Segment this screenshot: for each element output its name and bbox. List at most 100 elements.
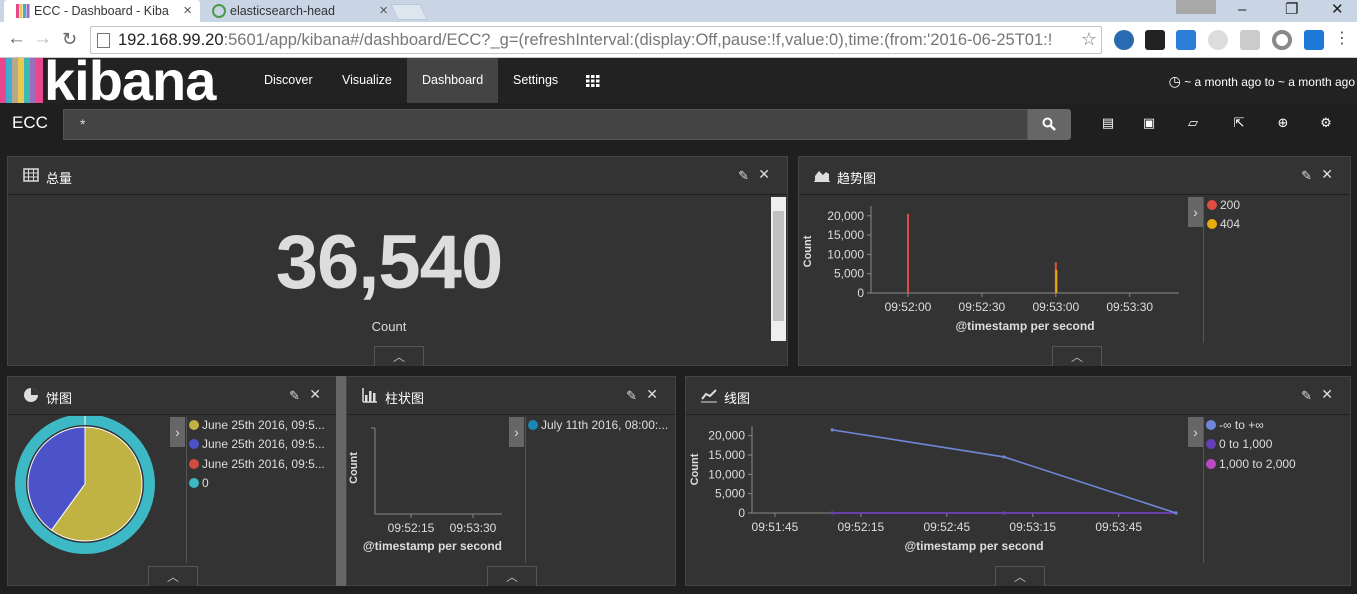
trend-legend: 200 404 (1207, 195, 1347, 234)
legend-item[interactable]: July 11th 2016, 08:00:... (528, 415, 673, 435)
scrollbar[interactable] (771, 197, 786, 341)
edit-pencil-icon[interactable]: ✎ (626, 388, 637, 403)
legend-label: 1,000 to 2,000 (1219, 456, 1296, 471)
x-tick-label: 09:51:45 (752, 520, 799, 534)
search-button[interactable] (1028, 109, 1071, 140)
save-icon[interactable]: ▣ (1142, 115, 1156, 130)
legend-item[interactable]: 200 (1207, 195, 1347, 215)
extension-mask-icon[interactable] (1145, 30, 1165, 50)
close-tab-icon[interactable]: × (183, 2, 192, 19)
panel-line: 线图 ✎ ✕ 0 5,000 10,000 15,000 20,000 09:51:45 0… (685, 376, 1351, 586)
panel-title: 柱状图 (385, 391, 425, 406)
close-panel-icon[interactable]: ✕ (1321, 166, 1333, 182)
extension-star-icon[interactable] (1176, 30, 1196, 50)
y-tick-label: 20,000 (708, 429, 745, 443)
nav-dashboard[interactable]: Dashboard (407, 58, 498, 103)
x-tick-label: 09:53:00 (1032, 300, 1079, 314)
legend-item[interactable]: -∞ to +∞ (1206, 415, 1346, 435)
forward-icon[interactable]: → (33, 28, 52, 49)
query-input[interactable]: * (63, 109, 1028, 140)
resize-handle-icon[interactable]: ︿ (487, 566, 537, 586)
kibana-logo[interactable]: kibana (0, 49, 232, 112)
legend-item[interactable]: 404 (1207, 215, 1347, 235)
legend-item[interactable]: June 25th 2016, 09:5... (189, 454, 334, 474)
x-tick-label: 09:52:30 (959, 300, 1006, 314)
close-panel-icon[interactable]: ✕ (309, 386, 321, 402)
edit-pencil-icon[interactable]: ✎ (1301, 388, 1312, 403)
resize-handle-icon[interactable]: ︿ (374, 346, 424, 366)
legend-dot-icon (1206, 439, 1216, 450)
legend-item[interactable]: 0 (189, 474, 334, 494)
extension-ring-icon[interactable] (1272, 30, 1292, 50)
time-picker[interactable]: ◷ ~ a month ago to ~ a month ago (1169, 58, 1355, 103)
close-panel-icon[interactable]: ✕ (758, 166, 770, 182)
legend-item[interactable]: 1,000 to 2,000 (1206, 454, 1346, 474)
extension-w-icon[interactable] (1304, 30, 1324, 50)
edit-pencil-icon[interactable]: ✎ (1301, 168, 1312, 183)
browser-menu-icon[interactable]: ⋮ (1334, 30, 1350, 47)
apps-grid-icon[interactable] (571, 58, 615, 103)
legend-dot-icon (1207, 219, 1217, 230)
resize-handle-icon[interactable]: ︿ (148, 566, 198, 586)
nav-discover[interactable]: Discover (264, 73, 313, 87)
close-tab-icon[interactable]: × (379, 2, 388, 19)
trend-chart: 0 5,000 10,000 15,000 20,000 09:52:00 09:52:30… (802, 206, 1179, 333)
close-panel-icon[interactable]: ✕ (1321, 386, 1333, 402)
options-gear-icon[interactable]: ⚙ (1320, 115, 1332, 130)
panel-splitter[interactable] (336, 376, 346, 586)
metric-value: 36,540 (275, 220, 503, 305)
legend-toggle-icon[interactable]: › (1188, 197, 1203, 227)
extension-swirl-icon[interactable] (1208, 30, 1228, 50)
minimize-icon[interactable]: – (1238, 1, 1247, 18)
open-folder-icon[interactable]: ▱ (1188, 115, 1198, 130)
legend-dot-icon (189, 458, 199, 469)
window-close-icon[interactable]: ✕ (1331, 1, 1344, 18)
legend-item[interactable]: 0 to 1,000 (1206, 435, 1346, 455)
reload-icon[interactable]: ↻ (62, 29, 78, 49)
x-tick-label: 09:53:30 (450, 521, 497, 535)
address-bar[interactable]: 192.168.99.20:5601/app/kibana#/dashboard… (90, 26, 1102, 54)
legend-label: 0 (202, 476, 209, 491)
logo-bar (24, 58, 31, 103)
bookmark-star-icon[interactable]: ☆ (1078, 29, 1097, 50)
logo-text: kibana (44, 49, 216, 112)
extension-globe-icon[interactable] (1114, 30, 1134, 50)
dashboard-title: ECC (12, 113, 48, 132)
extension-hand-icon[interactable] (1240, 30, 1260, 50)
legend-toggle-icon[interactable]: › (1188, 417, 1203, 447)
legend-item[interactable]: June 25th 2016, 09:5... (189, 435, 334, 455)
add-panel-icon[interactable]: ⊕ (1277, 115, 1289, 130)
legend-dot-icon (189, 419, 199, 430)
browser-tab-es-head[interactable]: elasticsearch-head × (200, 0, 396, 22)
share-icon[interactable]: ⇱ (1233, 115, 1245, 130)
x-tick-label: 09:52:00 (885, 300, 932, 314)
line-chart-icon (701, 389, 717, 403)
bar-chart-icon (362, 388, 377, 403)
nav-visualize[interactable]: Visualize (342, 73, 392, 87)
edit-pencil-icon[interactable]: ✎ (289, 388, 300, 403)
new-dashboard-icon[interactable]: ▤ (1101, 115, 1115, 130)
legend-toggle-icon[interactable]: › (509, 417, 524, 447)
x-axis-label: @timestamp per second (955, 319, 1094, 333)
edit-pencil-icon[interactable]: ✎ (738, 168, 749, 183)
legend-dot-icon (1206, 419, 1216, 430)
x-tick-label: 09:53:45 (1095, 520, 1142, 534)
resize-handle-icon[interactable]: ︿ (995, 566, 1045, 586)
legend-label: June 25th 2016, 09:5... (202, 437, 325, 452)
legend-item[interactable]: June 25th 2016, 09:5... (189, 415, 334, 435)
new-tab-button[interactable] (390, 4, 428, 20)
back-icon[interactable]: ← (7, 28, 26, 49)
y-tick-label: 5,000 (834, 267, 864, 281)
legend-label: June 25th 2016, 09:5... (202, 456, 325, 471)
legend-toggle-icon[interactable]: › (170, 417, 185, 447)
x-axis-label: @timestamp per second (363, 539, 502, 553)
close-panel-icon[interactable]: ✕ (646, 386, 658, 402)
resize-handle-icon[interactable]: ︿ (1052, 346, 1102, 366)
panel-header: 柱状图 ✎ ✕ (347, 377, 675, 415)
profile-avatar[interactable] (1176, 0, 1216, 14)
nav-settings[interactable]: Settings (513, 73, 559, 87)
tab-title: elasticsearch-head (230, 4, 335, 18)
browser-tab-kibana[interactable]: ECC - Dashboard - Kiba × (4, 0, 200, 22)
maximize-icon[interactable]: ❐ (1285, 1, 1299, 18)
logo-bar (30, 58, 37, 103)
